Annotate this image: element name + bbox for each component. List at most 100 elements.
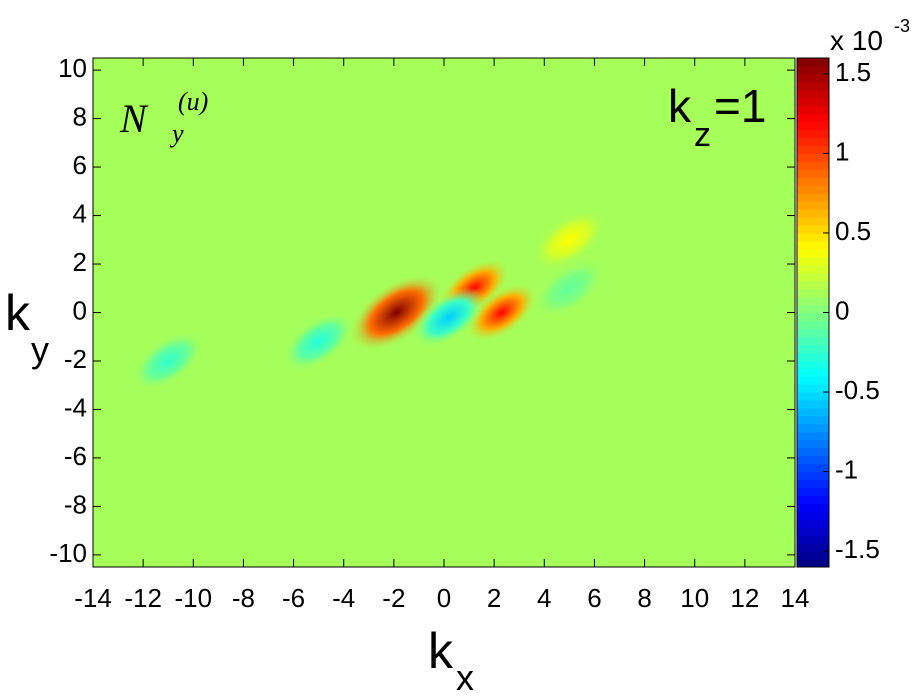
- colorbar-step: [797, 543, 829, 552]
- annotation: k: [668, 80, 692, 132]
- colorbar-step: [797, 185, 829, 194]
- heatmap-peak: [532, 209, 607, 270]
- y-tick-label: 4: [73, 198, 87, 228]
- colorbar-step: [797, 201, 829, 210]
- x-tick-label: 12: [730, 583, 759, 613]
- y-tick-label: 10: [58, 53, 87, 83]
- panel-label: N: [119, 96, 149, 141]
- colorbar-step: [797, 145, 829, 154]
- colorbar-step: [797, 209, 829, 218]
- colorbar-step: [797, 161, 829, 170]
- y-tick-label: 0: [73, 295, 87, 325]
- colorbar-step: [797, 455, 829, 465]
- colorbar-step: [797, 447, 829, 457]
- colorbar-step: [797, 280, 829, 290]
- colorbar-step: [797, 392, 829, 401]
- colorbar-step: [797, 384, 829, 393]
- colorbar-step: [797, 89, 829, 99]
- heatmap-peak: [532, 258, 607, 319]
- colorbar-step: [797, 511, 829, 520]
- colorbar-step: [797, 495, 829, 504]
- colorbar-exponent: -3: [894, 16, 910, 36]
- heatmap-peak: [412, 287, 486, 348]
- colorbar-step: [797, 487, 829, 496]
- colorbar-step: [797, 471, 829, 481]
- colorbar-tick-label: 1: [835, 136, 849, 166]
- colorbar-step: [797, 121, 829, 131]
- colorbar-step: [797, 296, 829, 306]
- y-label: k: [5, 285, 31, 341]
- colorbar-tick-label: -1: [835, 454, 858, 484]
- x-tick-label: -4: [332, 583, 355, 613]
- x-tick-label: -14: [74, 583, 112, 613]
- colorbar-step: [797, 129, 829, 139]
- colorbar-tick-label: -1.5: [835, 534, 880, 564]
- colorbar-step: [797, 519, 829, 528]
- x-tick-label: -12: [124, 583, 162, 613]
- y-tick-label: 8: [73, 101, 87, 131]
- y-tick-label: -10: [49, 538, 87, 568]
- x-tick-label: -10: [174, 583, 212, 613]
- colorbar-step: [797, 217, 829, 226]
- colorbar-step: [797, 193, 829, 202]
- colorbar-step: [797, 225, 829, 234]
- heatmap-peak: [348, 273, 445, 352]
- colorbar-step: [797, 73, 829, 83]
- colorbar-step: [797, 105, 829, 115]
- x-tick-label: 4: [537, 583, 551, 613]
- y-tick-label: -4: [64, 392, 87, 422]
- colorbar-step: [797, 479, 829, 488]
- x-tick-label: 14: [781, 583, 810, 613]
- colorbar-step: [797, 81, 829, 91]
- colorbar-step: [797, 288, 829, 298]
- colorbar-step: [797, 328, 829, 337]
- x-tick-label: 10: [680, 583, 709, 613]
- colorbar-step: [797, 423, 829, 433]
- x-tick-label: -2: [382, 583, 405, 613]
- colorbar-tick-label: 0.5: [835, 216, 871, 246]
- colorbar-step: [797, 177, 829, 186]
- colorbar-step: [797, 360, 829, 369]
- x-tick-label: -8: [232, 583, 255, 613]
- annotation-rest: =1: [714, 80, 766, 132]
- x-label: k: [428, 623, 454, 679]
- colorbar-step: [797, 399, 829, 409]
- colorbar-step: [797, 58, 829, 67]
- colorbar-tick-label: 1.5: [835, 57, 871, 87]
- colorbar-tick-label: 0: [835, 295, 849, 325]
- y-tick-label: -2: [64, 344, 87, 374]
- heatmap-peak: [131, 330, 205, 392]
- colorbar-step: [797, 113, 829, 123]
- colorbar-step: [797, 304, 829, 313]
- colorbar-step: [797, 312, 829, 321]
- colorbar-step: [797, 137, 829, 146]
- colorbar-step: [797, 535, 829, 544]
- colorbar-step: [797, 368, 829, 377]
- colorbar-step: [797, 169, 829, 178]
- colorbar-step: [797, 272, 829, 282]
- colorbar-step: [797, 240, 829, 250]
- colorbar-step: [797, 248, 829, 258]
- annotation-sub: z: [694, 116, 711, 154]
- colorbar-step: [797, 463, 829, 473]
- y-tick-label: -6: [64, 441, 87, 471]
- colorbar-step: [797, 439, 829, 449]
- x-tick-label: 2: [487, 583, 501, 613]
- colorbar-step: [797, 407, 829, 417]
- colorbar-step: [797, 232, 829, 242]
- heatmap-peak: [465, 282, 539, 343]
- colorbar-step: [797, 551, 829, 560]
- colorbar-step: [797, 415, 829, 425]
- y-label-sub: y: [31, 329, 49, 370]
- colorbar-tick-label: -0.5: [835, 375, 880, 405]
- colorbar-step: [797, 336, 829, 345]
- panel-label-sup: (u): [178, 87, 208, 116]
- colorbar-step: [797, 559, 829, 568]
- colorbar-step: [797, 431, 829, 441]
- colorbar-step: [797, 503, 829, 512]
- y-tick-label: -8: [64, 489, 87, 519]
- heatmap-peak: [281, 311, 356, 372]
- colorbar-step: [797, 320, 829, 329]
- colorbar-step: [797, 376, 829, 385]
